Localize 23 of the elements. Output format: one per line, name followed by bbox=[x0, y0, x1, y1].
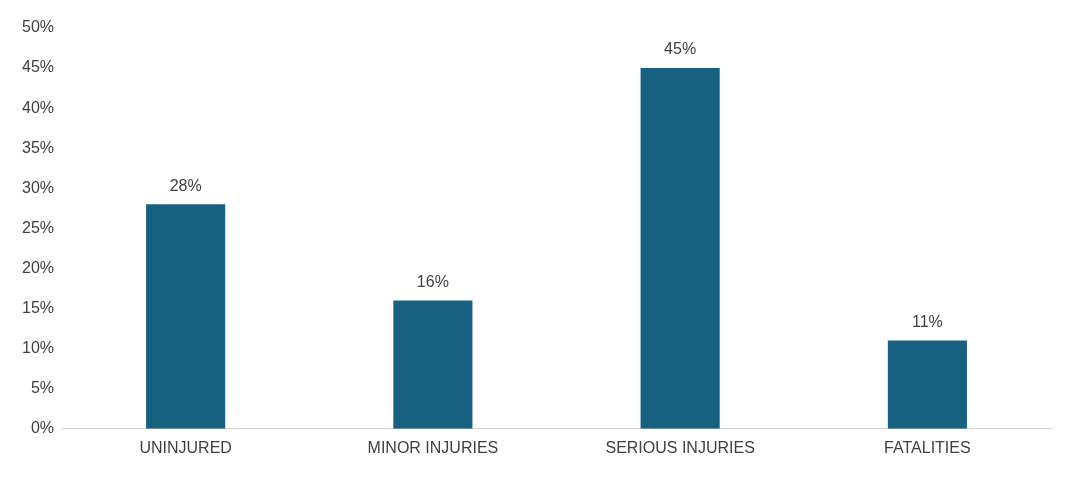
y-tick-label: 10% bbox=[21, 339, 55, 357]
y-tick-label: 50% bbox=[21, 18, 55, 36]
x-tick-label: MINOR INJURIES bbox=[367, 438, 499, 456]
y-tick-label: 45% bbox=[21, 58, 55, 76]
y-tick-label: 25% bbox=[21, 218, 55, 236]
y-tick-label: 20% bbox=[21, 258, 55, 276]
data-label: 45% bbox=[664, 40, 697, 58]
y-tick-label: 40% bbox=[21, 98, 55, 116]
bar bbox=[640, 68, 720, 429]
y-tick-label: 35% bbox=[21, 138, 55, 156]
x-tick-label: FATALITIES bbox=[884, 438, 971, 456]
x-tick-label: SERIOUS INJURIES bbox=[605, 438, 755, 456]
data-label: 28% bbox=[169, 176, 202, 194]
data-label: 11% bbox=[911, 313, 943, 331]
y-tick-label: 15% bbox=[21, 298, 55, 316]
y-tick-label: 5% bbox=[30, 379, 55, 397]
x-tick-label: UNINJURED bbox=[139, 438, 232, 456]
y-tick-label: 0% bbox=[30, 419, 55, 437]
data-label: 16% bbox=[416, 272, 449, 290]
bar bbox=[393, 300, 473, 429]
bar bbox=[887, 340, 967, 429]
y-tick-label: 30% bbox=[21, 178, 55, 196]
bar bbox=[146, 204, 226, 429]
